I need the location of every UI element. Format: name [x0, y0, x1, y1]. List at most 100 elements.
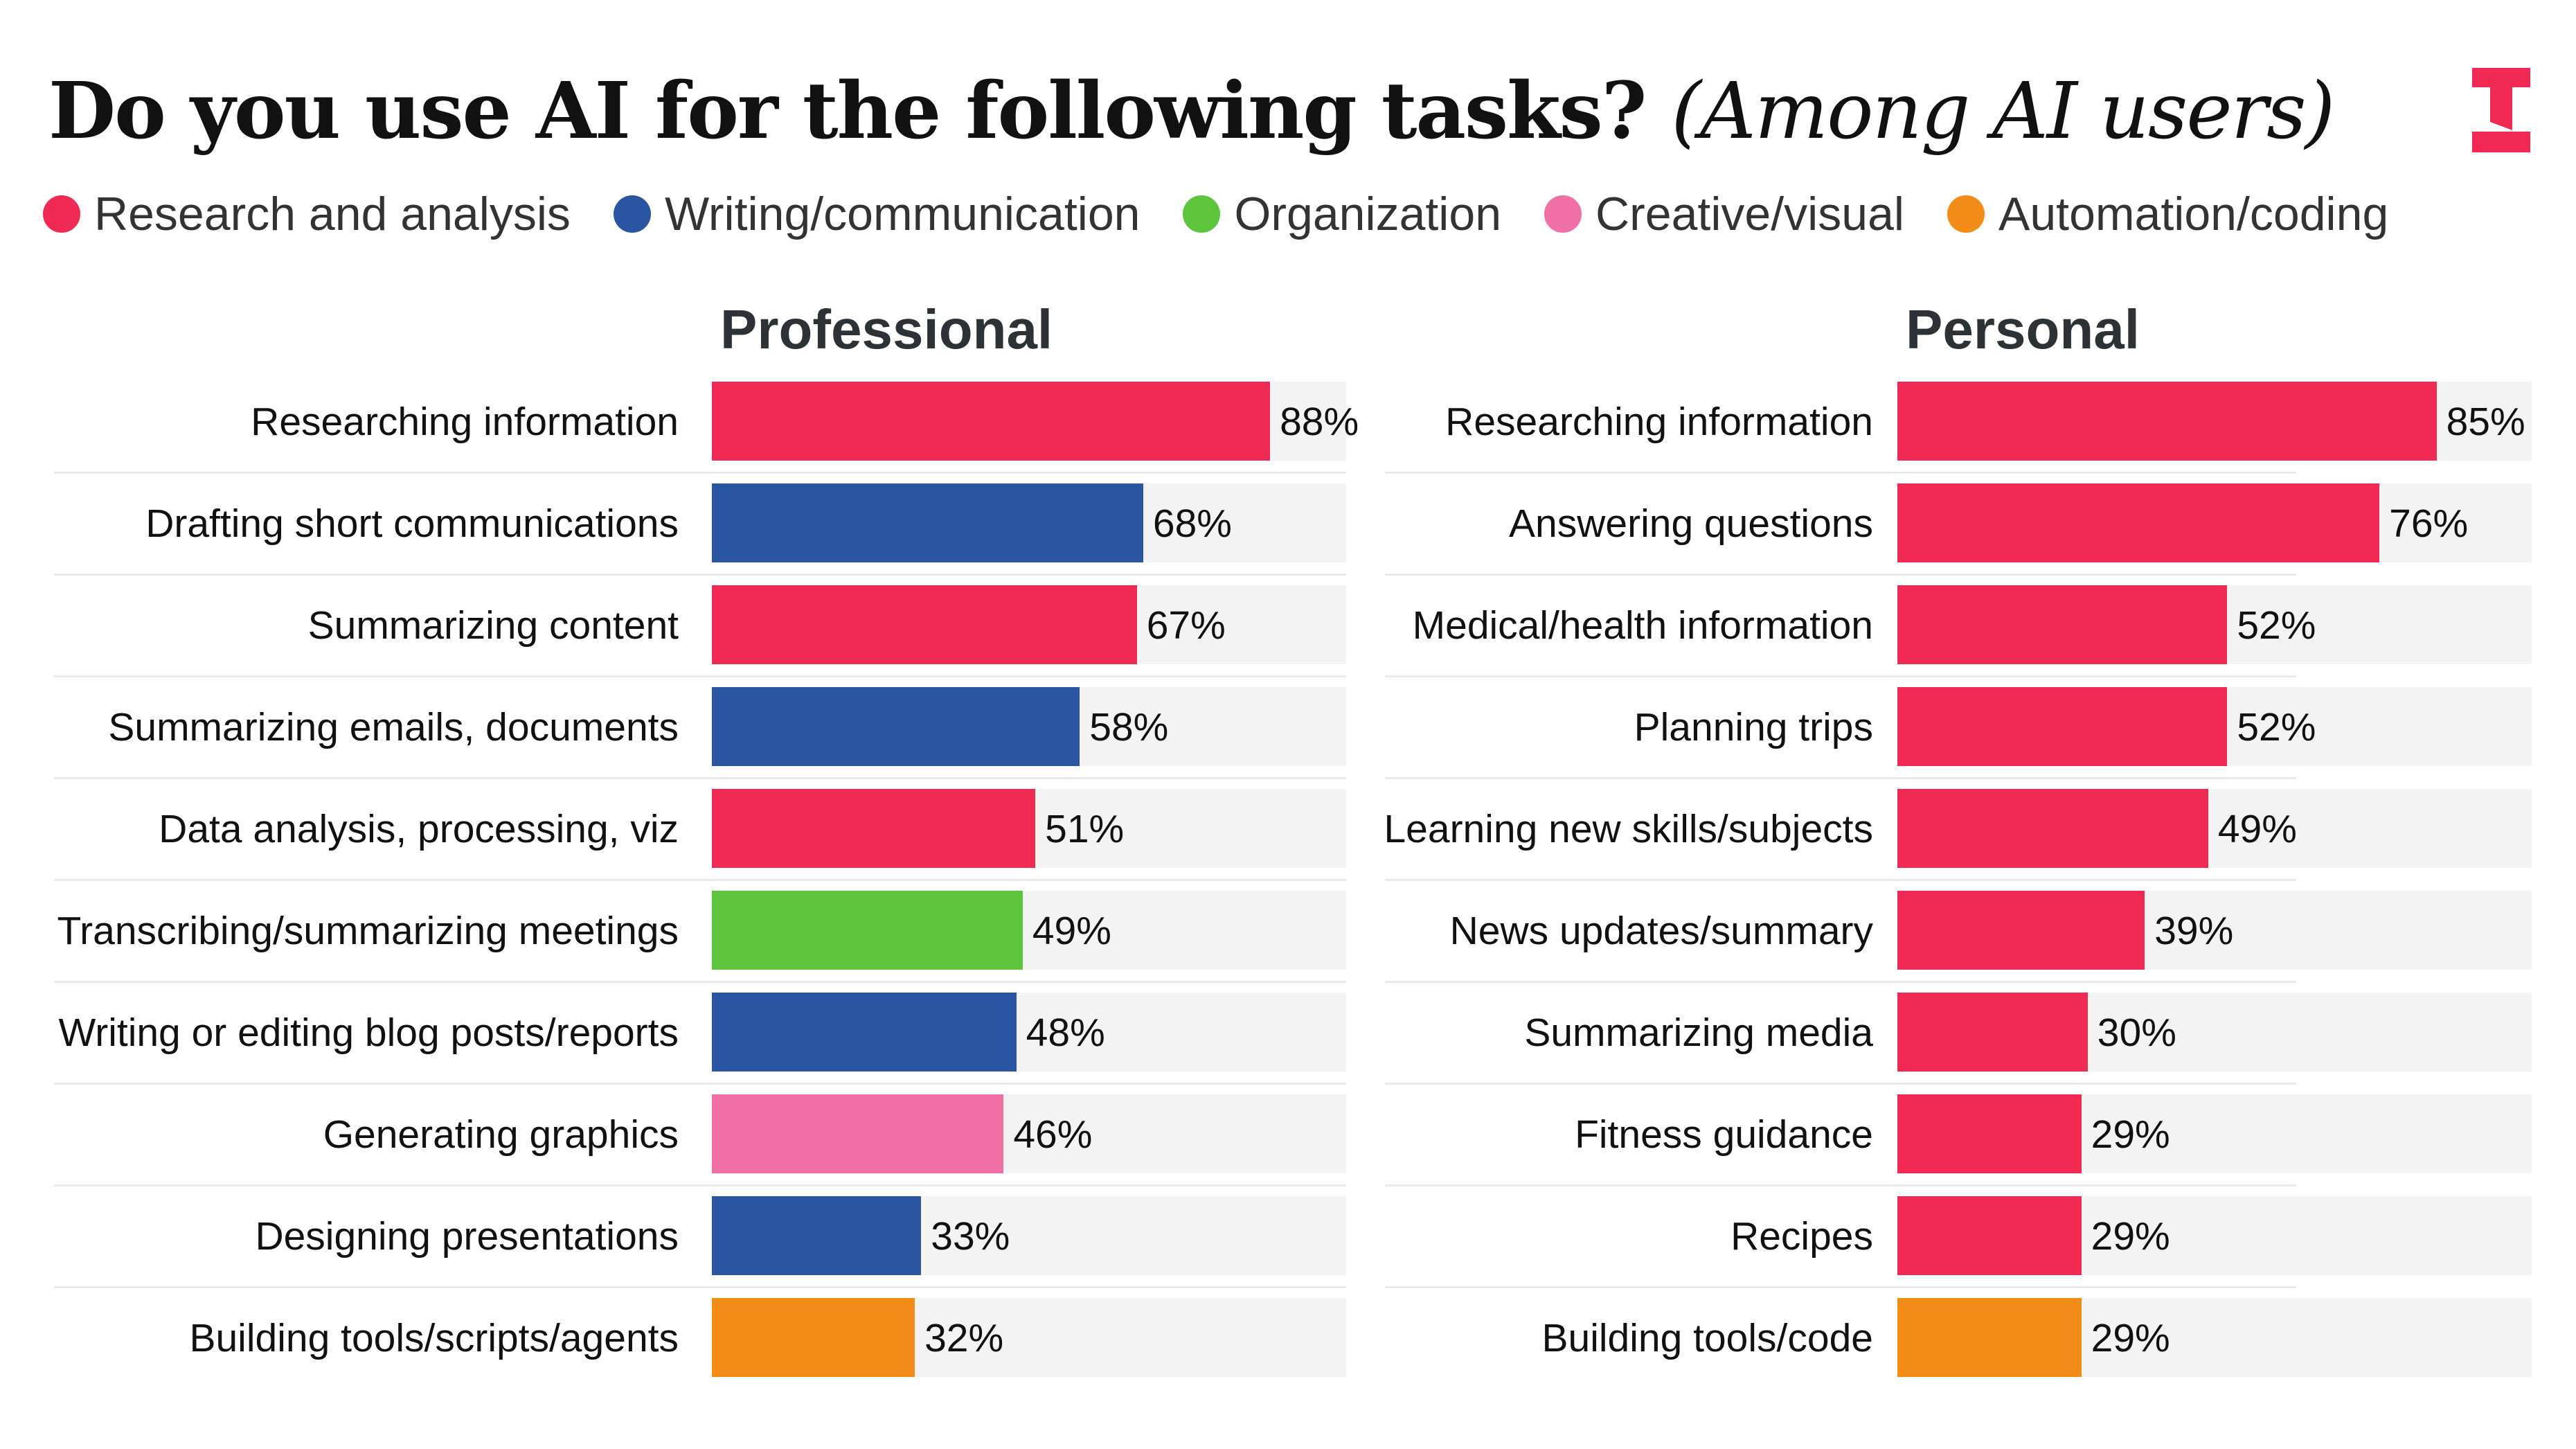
bar [712, 687, 1080, 766]
category-label: Researching information [1445, 400, 1873, 444]
legend-item: Creative/visual [1544, 187, 1904, 241]
category-label: Writing or editing blog posts/reports [58, 1011, 679, 1055]
row-separator [1385, 574, 2296, 576]
bar [1897, 585, 2228, 664]
row-separator [1385, 675, 2296, 677]
category-label: Answering questions [1509, 501, 1873, 546]
bar [712, 1196, 922, 1275]
value-label: 39% [2154, 909, 2234, 953]
category-label: Medical/health information [1412, 603, 1873, 648]
category-label: Building tools/code [1541, 1316, 1874, 1360]
row-separator [54, 981, 1346, 983]
bar [712, 1094, 1004, 1173]
legend-item: Automation/coding [1947, 187, 2388, 241]
row-separator [54, 1184, 1346, 1186]
value-label: 68% [1152, 501, 1232, 546]
legend-item: Writing/communication [613, 187, 1141, 241]
category-label: Fitness guidance [1575, 1112, 1873, 1157]
row-separator [54, 472, 1346, 474]
value-label: 58% [1089, 705, 1169, 749]
category-label: Transcribing/summarizing meetings [57, 909, 679, 953]
value-label: 29% [2091, 1112, 2170, 1157]
value-label: 88% [1280, 400, 1359, 444]
value-label: 29% [2091, 1214, 2170, 1259]
value-label: 51% [1045, 807, 1125, 851]
bar [1897, 993, 2088, 1072]
row-separator [54, 574, 1346, 576]
legend-item: Organization [1183, 187, 1501, 241]
legend-dot-icon [1947, 195, 1985, 233]
legend-label: Organization [1234, 188, 1502, 240]
legend-label: Research and analysis [94, 188, 571, 240]
value-label: 30% [2097, 1011, 2176, 1055]
bar [1897, 1196, 2082, 1275]
chart-title: Do you use AI for the following tasks? (… [48, 66, 2335, 157]
row-separator [1385, 1286, 2296, 1288]
category-label: Drafting short communications [145, 501, 679, 546]
category-label: Recipes [1730, 1214, 1873, 1259]
bar [712, 891, 1023, 970]
category-label: Summarizing content [307, 603, 679, 648]
value-label: 52% [2237, 603, 2316, 648]
value-label: 33% [931, 1214, 1010, 1259]
value-label: 85% [2446, 400, 2525, 444]
publisher-logo-icon [2472, 68, 2530, 152]
legend-dot-icon [1544, 195, 1582, 233]
bar [712, 585, 1137, 664]
category-label: Researching information [251, 400, 679, 444]
bar [1897, 1298, 2082, 1377]
value-label: 49% [2217, 807, 2297, 851]
bar [1897, 687, 2228, 766]
row-separator [54, 879, 1346, 881]
category-label: Planning trips [1634, 705, 1873, 749]
category-label: Learning new skills/subjects [1384, 807, 1873, 851]
value-label: 46% [1013, 1112, 1093, 1157]
category-label: Designing presentations [255, 1214, 679, 1259]
row-separator [1385, 1184, 2296, 1186]
legend-item: Research and analysis [43, 187, 571, 241]
value-label: 52% [2237, 705, 2316, 749]
title-main: Do you use AI for the following tasks? [48, 66, 1647, 157]
row-separator [54, 1286, 1346, 1288]
bar [1897, 891, 2145, 970]
row-separator [1385, 981, 2296, 983]
value-label: 29% [2091, 1316, 2170, 1360]
category-label: Generating graphics [323, 1112, 679, 1157]
category-label: Summarizing emails, documents [108, 705, 679, 749]
bar [712, 1298, 915, 1377]
bar [1897, 789, 2208, 868]
legend-dot-icon [1183, 195, 1221, 233]
value-label: 49% [1032, 909, 1111, 953]
category-label: Summarizing media [1524, 1011, 1873, 1055]
bar [712, 993, 1017, 1072]
value-label: 48% [1026, 1011, 1105, 1055]
row-separator [54, 1083, 1346, 1085]
panel-title-professional: Professional [720, 299, 1053, 360]
bar [1897, 483, 2380, 562]
bar [712, 789, 1036, 868]
panel-title-personal: Personal [1906, 299, 2140, 360]
category-label: Data analysis, processing, viz [159, 807, 679, 851]
bar [1897, 1094, 2082, 1173]
bar [1897, 382, 2437, 461]
bar [712, 382, 1271, 461]
value-label: 76% [2389, 501, 2469, 546]
title-sub: (Among AI users) [1671, 66, 2335, 157]
legend-label: Automation/coding [1998, 188, 2389, 240]
row-separator [1385, 879, 2296, 881]
legend: Research and analysis Writing/communicati… [43, 187, 2388, 241]
row-separator [1385, 472, 2296, 474]
category-label: News updates/summary [1449, 909, 1873, 953]
value-label: 67% [1146, 603, 1226, 648]
legend-label: Creative/visual [1595, 188, 1904, 240]
legend-dot-icon [613, 195, 651, 233]
row-separator [54, 777, 1346, 779]
row-separator [1385, 1083, 2296, 1085]
bar [712, 483, 1143, 562]
row-separator [1385, 777, 2296, 779]
legend-label: Writing/communication [664, 188, 1141, 240]
row-separator [54, 675, 1346, 677]
value-label: 32% [924, 1316, 1004, 1360]
category-label: Building tools/scripts/agents [189, 1316, 679, 1360]
legend-dot-icon [43, 195, 80, 233]
